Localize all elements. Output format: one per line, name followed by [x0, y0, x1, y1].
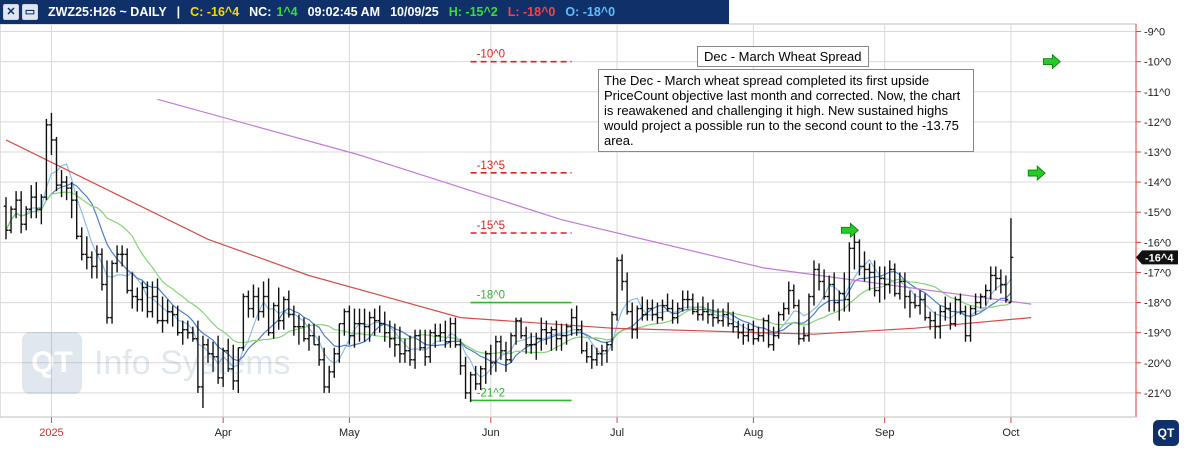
y-tick-label: -20^0: [1144, 358, 1171, 370]
x-tick-label: Oct: [1002, 427, 1019, 439]
y-tick-label: -17^0: [1144, 267, 1171, 279]
y-tick-label: -10^0: [1144, 57, 1171, 69]
y-tick-label: -12^0: [1144, 117, 1171, 129]
change-value: C: -16^4: [190, 5, 240, 19]
date-value: 10/09/25: [390, 5, 439, 19]
last-price-label: -16^4: [1145, 252, 1174, 264]
x-tick-label: May: [339, 427, 360, 439]
y-tick-label: -21^0: [1144, 388, 1171, 400]
watermark-logo: QT: [22, 332, 82, 394]
y-tick-label: -11^0: [1144, 87, 1170, 99]
qt-logo: QT: [1153, 420, 1179, 446]
annotation-text: The Dec - March wheat spread completed i…: [598, 69, 974, 152]
price-level-label: -10^0: [477, 49, 505, 61]
close-icon[interactable]: ✕: [3, 4, 19, 20]
watermark: QT Info Systems: [22, 332, 291, 394]
x-tick-label: Aug: [744, 427, 764, 439]
price-level-label: -21^2: [477, 387, 505, 399]
header-separator: |: [176, 5, 181, 19]
green-arrow: [1027, 165, 1046, 181]
moving-average-long: [5, 139, 1032, 335]
x-tick-label: 2025: [39, 427, 63, 439]
price-level-label: -15^5: [477, 220, 505, 232]
y-tick-label: -13^0: [1144, 147, 1171, 159]
x-tick-label: Sep: [875, 427, 895, 439]
nc-label: NC:: [249, 5, 272, 19]
y-tick-label: -16^0: [1144, 237, 1171, 249]
y-tick-label: -9^0: [1144, 27, 1165, 39]
y-tick-label: -19^0: [1144, 328, 1171, 340]
high-value: H: -15^2: [448, 5, 498, 19]
y-tick-label: -18^0: [1144, 298, 1171, 310]
x-tick-label: Jun: [482, 427, 500, 439]
moving-average-longest: [157, 98, 1032, 305]
last-price-marker: [1136, 250, 1178, 265]
quote-header: ✕ ▭ ZWZ25:H26 ~ DAILY | C: -16^4 NC: 1^4…: [0, 0, 729, 24]
open-value: O: -18^0: [565, 5, 616, 19]
x-tick-label: Jul: [610, 427, 624, 439]
price-level-label: -13^5: [477, 160, 505, 172]
symbol-label[interactable]: ZWZ25:H26 ~ DAILY: [48, 5, 167, 19]
price-level-label: -18^0: [477, 290, 505, 302]
low-value: L: -18^0: [507, 5, 556, 19]
green-arrow: [840, 222, 859, 239]
green-arrow: [1042, 53, 1061, 70]
minimize-icon[interactable]: ▭: [22, 4, 38, 20]
moving-average-medium: [5, 182, 1012, 367]
x-tick-label: Apr: [215, 427, 232, 439]
annotation-title: Dec - March Wheat Spread: [697, 46, 869, 67]
y-tick-label: -15^0: [1144, 207, 1171, 219]
time-value: 09:02:45 AM: [307, 5, 381, 19]
nc-value: 1^4: [276, 5, 298, 19]
y-tick-label: -14^0: [1144, 177, 1171, 189]
watermark-text: Info Systems: [94, 343, 291, 382]
moving-average-slow: [5, 191, 1012, 355]
